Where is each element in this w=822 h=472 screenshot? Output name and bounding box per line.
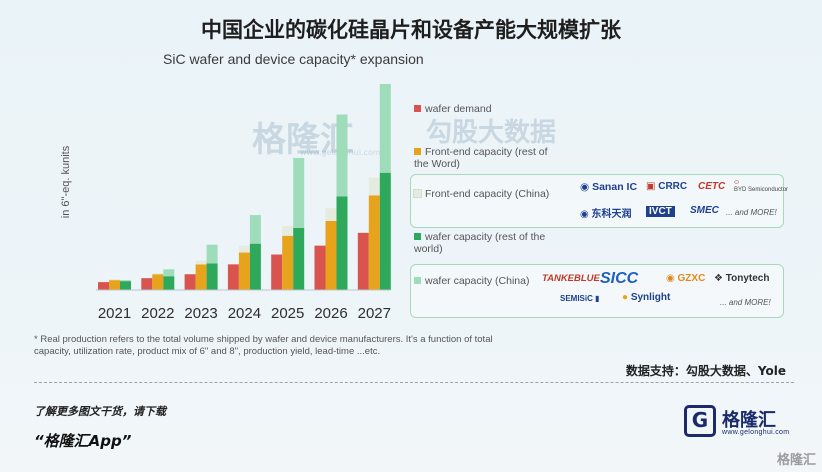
promo-app-name[interactable]: “格隆汇App” xyxy=(34,432,132,450)
legend-swatch xyxy=(414,105,421,112)
bar-demand-0-2025 xyxy=(271,254,283,290)
brand-name: 格隆汇 xyxy=(722,410,776,431)
data-source: 数据支持：勾股大数据、Yole xyxy=(625,364,786,378)
divider xyxy=(34,382,794,383)
legend-item-frontend-china: Front-end capacity (China) xyxy=(413,188,549,200)
bar-wafer-1-2021 xyxy=(120,280,131,282)
legend-item-frontend-row: Front-end capacity (rest of the Word) xyxy=(414,146,548,170)
bar-front-end-1-2027 xyxy=(368,177,380,196)
bar-front-end-1-2023 xyxy=(195,260,207,265)
footnote: * Real production refers to the total vo… xyxy=(34,334,493,357)
legend-item-wafer-row: wafer capacity (rest of the world) xyxy=(414,231,546,255)
bar-front-end-1-2021 xyxy=(109,279,120,281)
bar-demand-0-2024 xyxy=(227,264,239,290)
logo-cetc: CETC xyxy=(698,181,726,192)
logo-smec: SMEC xyxy=(690,205,719,216)
bar-demand-0-2027 xyxy=(357,232,369,290)
bar-group xyxy=(98,83,391,290)
logo-sanan-ic: ◉ Sanan IC xyxy=(580,181,638,193)
legend-swatch xyxy=(414,148,421,155)
x-tick-label: 2022 xyxy=(141,305,174,322)
bar-wafer-0-2022 xyxy=(163,276,175,290)
corner-watermark: 格隆汇 xyxy=(776,453,816,468)
legend-box-wafer xyxy=(410,264,784,318)
bar-wafer-0-2026 xyxy=(336,196,348,290)
legend-swatch xyxy=(414,277,421,284)
logo-dongke-tianrun: ◉ 东科天润 xyxy=(580,209,632,220)
bar-wafer-1-2027 xyxy=(379,83,391,173)
bar-front-end-1-2025 xyxy=(282,225,294,236)
bar-front-end-0-2027 xyxy=(368,195,380,290)
legend-swatch xyxy=(413,189,422,198)
logo-tankeblue: TANKEBLUE xyxy=(542,273,600,284)
bar-demand-0-2023 xyxy=(184,274,196,290)
logo-and-more-frontend: ... and MORE! xyxy=(726,208,777,217)
logo-semisic: SEMISiC ▮ xyxy=(560,294,600,303)
x-tick-label: 2027 xyxy=(358,305,391,322)
bar-wafer-1-2026 xyxy=(336,114,348,197)
x-tick-label: 2023 xyxy=(184,305,217,322)
bar-wafer-1-2023 xyxy=(206,244,218,264)
logo-tonytech: ❖ Tonytech xyxy=(714,273,770,284)
bar-chart: 2021 2022 2023 2024 2025 2026 2027 xyxy=(96,83,391,322)
x-tick-label: 2025 xyxy=(271,305,304,322)
logo-synlight: ● Synlight xyxy=(622,292,671,303)
bar-demand-0-2026 xyxy=(314,245,326,290)
bar-demand-0-2021 xyxy=(98,282,109,290)
x-axis-labels: 2021 2022 2023 2024 2025 2026 2027 xyxy=(98,305,391,322)
legend-swatch xyxy=(414,233,421,240)
logo-and-more-wafer: ... and MORE! xyxy=(720,298,771,307)
logo-gzxc: ◉ GZXC xyxy=(666,273,706,284)
bar-wafer-0-2023 xyxy=(206,263,218,290)
logo-crrc: ▣ CRRC xyxy=(646,181,688,192)
chart-title: 中国企业的碳化硅晶片和设备产能大规模扩张 xyxy=(201,18,621,42)
bar-front-end-1-2026 xyxy=(325,208,337,221)
logo-sicc: SICC xyxy=(600,270,639,287)
logo-byd: ⬭ BYD Semiconductor xyxy=(734,180,789,193)
bar-front-end-0-2021 xyxy=(109,280,120,290)
legend-item-wafer-china: wafer capacity (China) xyxy=(414,275,529,287)
x-tick-label: 2021 xyxy=(98,305,131,322)
bar-front-end-0-2024 xyxy=(238,252,250,290)
bar-wafer-1-2025 xyxy=(293,157,305,228)
brand-logo[interactable]: G 格隆汇 www.gelonghui.com xyxy=(684,405,794,441)
bar-front-end-0-2025 xyxy=(282,235,294,290)
bar-demand-0-2022 xyxy=(141,278,153,290)
brand-url: www.gelonghui.com xyxy=(722,429,790,436)
bar-wafer-0-2025 xyxy=(293,227,305,290)
bar-front-end-0-2026 xyxy=(325,221,337,290)
chart-subtitle: SiC wafer and device capacity* expansion xyxy=(163,51,424,67)
bar-wafer-1-2022 xyxy=(163,269,175,277)
legend-box-frontend xyxy=(410,174,784,228)
x-tick-label: 2024 xyxy=(228,305,261,322)
bar-front-end-0-2022 xyxy=(152,274,164,290)
bar-front-end-0-2023 xyxy=(195,264,207,290)
logo-ivct: IVCT xyxy=(646,206,675,217)
brand-mark-icon: G xyxy=(684,405,716,437)
bar-wafer-0-2024 xyxy=(249,243,261,290)
bar-front-end-1-2022 xyxy=(152,273,164,275)
legend-item-wafer-demand: wafer demand xyxy=(414,103,492,115)
bar-wafer-1-2024 xyxy=(249,215,261,244)
bar-wafer-0-2021 xyxy=(120,281,131,290)
promo-text: 了解更多图文干货，请下载 xyxy=(34,405,166,418)
bar-wafer-0-2027 xyxy=(379,172,391,290)
bar-front-end-1-2024 xyxy=(238,245,250,253)
x-tick-label: 2026 xyxy=(314,305,347,322)
